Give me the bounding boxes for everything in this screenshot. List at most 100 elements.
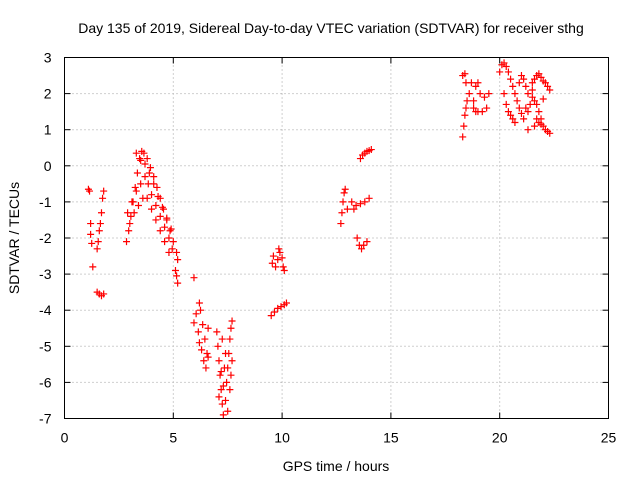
data-point	[218, 400, 226, 408]
data-point	[470, 97, 478, 105]
data-point	[86, 187, 94, 195]
data-point	[460, 122, 468, 130]
x-axis-label: GPS time / hours	[283, 458, 390, 474]
data-point	[214, 342, 222, 350]
data-point	[217, 386, 225, 394]
data-point	[158, 203, 166, 211]
data-point	[338, 209, 346, 217]
data-point	[226, 335, 234, 343]
data-point	[215, 357, 223, 365]
data-point	[140, 149, 148, 157]
data-point	[132, 187, 140, 195]
y-tick-label: -4	[39, 302, 52, 318]
series-arc-3	[190, 274, 212, 372]
data-point	[282, 299, 290, 307]
data-point	[131, 183, 139, 191]
data-point	[472, 108, 480, 116]
data-point	[223, 378, 231, 386]
data-point	[132, 149, 140, 157]
data-point	[89, 263, 97, 271]
data-point	[522, 104, 530, 112]
data-point	[226, 386, 234, 394]
series-arc-7	[459, 70, 493, 141]
data-point	[125, 227, 133, 235]
data-point	[156, 212, 164, 220]
data-point	[502, 100, 510, 108]
data-point	[509, 115, 517, 123]
data-point	[367, 146, 375, 154]
data-point	[461, 111, 469, 119]
data-point	[152, 202, 160, 210]
data-point	[485, 90, 493, 98]
data-point	[528, 86, 536, 94]
data-point	[511, 90, 519, 98]
data-point	[146, 164, 154, 172]
data-point	[141, 160, 149, 168]
data-point	[463, 97, 471, 105]
data-point	[204, 353, 212, 361]
data-point	[533, 115, 541, 123]
data-point	[361, 198, 369, 206]
data-point	[360, 241, 368, 249]
data-point	[269, 252, 277, 260]
data-point	[352, 202, 360, 210]
series-arc-2	[123, 147, 182, 287]
data-point	[524, 126, 532, 134]
data-point	[145, 169, 153, 177]
data-point	[204, 324, 212, 332]
data-point	[267, 312, 275, 320]
data-point	[520, 75, 528, 83]
data-point	[356, 200, 364, 208]
data-point	[219, 411, 227, 419]
series-arc-9	[524, 70, 554, 137]
data-point	[218, 335, 226, 343]
data-point	[128, 198, 136, 206]
data-point	[337, 220, 345, 228]
data-point	[504, 108, 512, 116]
data-point	[511, 118, 519, 126]
grid-lines	[64, 57, 609, 419]
data-point	[268, 259, 276, 267]
data-point	[465, 90, 473, 98]
data-point	[194, 328, 202, 336]
data-point	[515, 104, 523, 112]
data-point	[171, 266, 179, 274]
data-point	[220, 364, 228, 372]
data-point	[227, 324, 235, 332]
data-point	[544, 82, 552, 90]
data-point	[87, 220, 95, 228]
data-point	[472, 82, 480, 90]
data-point	[213, 328, 221, 336]
x-axis-tick-labels: 0 5 10 15 20 25	[61, 430, 617, 446]
data-point	[546, 129, 554, 137]
data-point	[524, 90, 532, 98]
data-point	[161, 238, 169, 246]
data-point	[198, 346, 206, 354]
data-point	[341, 185, 349, 193]
data-point	[95, 227, 103, 235]
data-point	[541, 79, 549, 87]
data-point	[94, 238, 102, 246]
chart-title: Day 135 of 2019, Sidereal Day-to-day VTE…	[78, 20, 584, 36]
data-point	[500, 90, 508, 98]
data-point	[88, 239, 96, 247]
data-point	[173, 272, 181, 280]
data-point	[507, 111, 515, 119]
data-point	[173, 248, 181, 256]
data-point	[365, 194, 373, 202]
data-point	[165, 248, 173, 256]
data-point	[509, 82, 517, 90]
y-axis-label: SDTVAR / TECUs	[6, 182, 22, 294]
data-point	[201, 335, 209, 343]
data-point	[161, 223, 169, 231]
data-point	[517, 109, 525, 117]
data-point	[87, 230, 95, 238]
data-point	[528, 93, 536, 101]
data-point	[143, 194, 151, 202]
data-point	[276, 248, 284, 256]
data-point	[474, 79, 482, 87]
data-point	[462, 104, 470, 112]
data-point	[522, 82, 530, 90]
y-tick-label: -3	[39, 266, 52, 282]
data-point	[133, 169, 141, 177]
